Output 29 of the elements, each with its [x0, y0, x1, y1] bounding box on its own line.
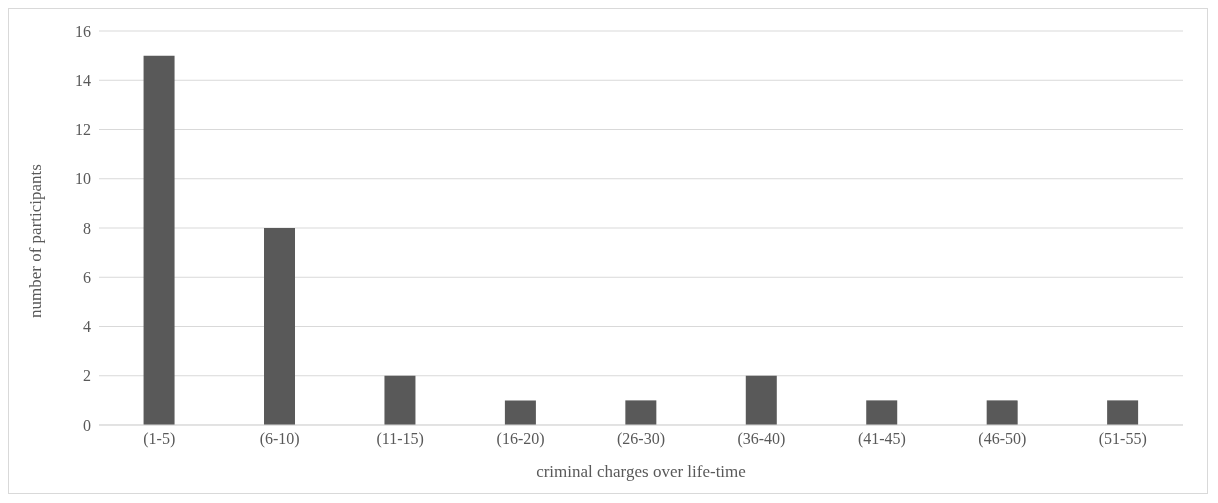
x-tick-label: (46-50)	[978, 430, 1027, 449]
y-tick-label: 4	[83, 318, 91, 336]
x-tick-label: (26-30)	[617, 430, 665, 449]
x-tick-label: (41-45)	[857, 430, 906, 449]
y-tick-label: 10	[75, 170, 91, 188]
y-tick-label: 16	[75, 22, 91, 40]
y-tick-label: 14	[75, 71, 91, 89]
x-tick-label: (51-55)	[1098, 430, 1147, 449]
bar	[625, 400, 657, 425]
bar	[143, 55, 175, 425]
y-axis-title: number of participants	[26, 164, 46, 318]
bar	[264, 228, 296, 425]
bar	[986, 400, 1018, 425]
x-tick-label: (16-20)	[496, 430, 545, 449]
bar	[745, 375, 777, 425]
y-tick-label: 6	[83, 268, 91, 286]
bar	[1107, 400, 1139, 425]
x-axis-title: criminal charges over life-time	[536, 462, 746, 481]
bar	[504, 400, 536, 425]
y-tick-label: 0	[83, 416, 91, 434]
y-tick-label: 12	[75, 121, 91, 139]
x-tick-label: (6-10)	[259, 430, 300, 449]
bar	[384, 375, 416, 425]
x-tick-label: (1-5)	[143, 430, 176, 449]
y-tick-label: 8	[83, 219, 91, 237]
x-tick-label: (36-40)	[737, 430, 786, 449]
y-tick-label: 2	[83, 367, 91, 385]
x-tick-label: (11-15)	[376, 430, 424, 449]
bar	[866, 400, 898, 425]
